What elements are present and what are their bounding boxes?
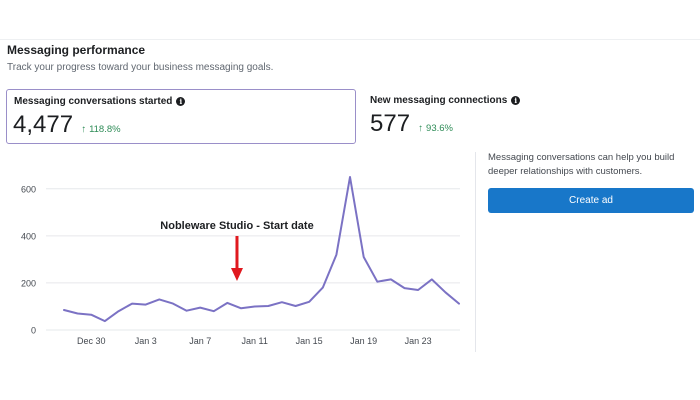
metric-value: 4,477 [13, 111, 74, 138]
metric-value-row: 4,477 ↑ 118.8% [13, 111, 121, 139]
metric-label-row: New messaging connections i [370, 95, 521, 106]
metric-value-row: 577 ↑ 93.6% [370, 110, 453, 138]
metric-value: 577 [370, 110, 411, 137]
metric-label-row: Messaging conversations started i [14, 96, 186, 107]
line-chart: 0 200 400 600 Dec 30 Jan 3 Jan 7 Jan 11 Jan 15 Ja… [0, 160, 470, 355]
up-arrow-icon: ↑ [418, 123, 424, 134]
x-tick-label: Jan 23 [405, 336, 432, 346]
down-arrow-marker-head [230, 268, 243, 281]
info-icon[interactable]: i [511, 96, 521, 105]
y-tick-label: 600 [21, 184, 36, 194]
metric-change: ↑ 118.8% [81, 124, 121, 135]
chart-svg: 0 200 400 600 Dec 30 Jan 3 Jan 7 Jan 11 Jan 15 Ja… [21, 176, 460, 346]
x-tick-label: Jan 15 [296, 336, 323, 346]
info-icon[interactable]: i [176, 97, 186, 106]
top-divider [0, 39, 700, 40]
y-tick-label: 200 [21, 278, 36, 288]
up-arrow-icon: ↑ [81, 124, 87, 135]
metric-label: New messaging connections [370, 95, 508, 106]
x-tick-label: Dec 30 [77, 336, 106, 346]
section-title: Messaging performance [7, 43, 146, 57]
y-tick-label: 400 [21, 231, 36, 241]
y-tick-label: 0 [31, 326, 36, 336]
metric-card-conversations-started[interactable]: Messaging conversations started i 4,477 … [6, 89, 356, 144]
metric-change-value: 93.6% [426, 123, 453, 134]
metric-change-value: 118.8% [89, 124, 121, 135]
metric-label: Messaging conversations started [14, 96, 173, 107]
x-tick-label: Jan 3 [135, 336, 157, 346]
side-panel-text: Messaging conversations can help you bui… [488, 152, 675, 177]
section-header: Messaging performance Track your progres… [7, 43, 273, 73]
x-tick-label: Jan 7 [189, 336, 211, 346]
series-line [63, 176, 460, 323]
x-tick-label: Jan 11 [242, 336, 268, 346]
x-tick-label: Jan 19 [350, 336, 377, 346]
vertical-divider [475, 152, 476, 352]
create-ad-button[interactable]: Create ad [488, 188, 694, 213]
metric-card-new-connections[interactable]: New messaging connections i 577 ↑ 93.6% [364, 89, 700, 144]
metric-change: ↑ 93.6% [418, 123, 453, 134]
side-panel: Messaging conversations can help you bui… [488, 151, 694, 213]
annotation-label: Nobleware Studio - Start date [160, 220, 313, 232]
section-subtitle: Track your progress toward your business… [7, 62, 274, 73]
